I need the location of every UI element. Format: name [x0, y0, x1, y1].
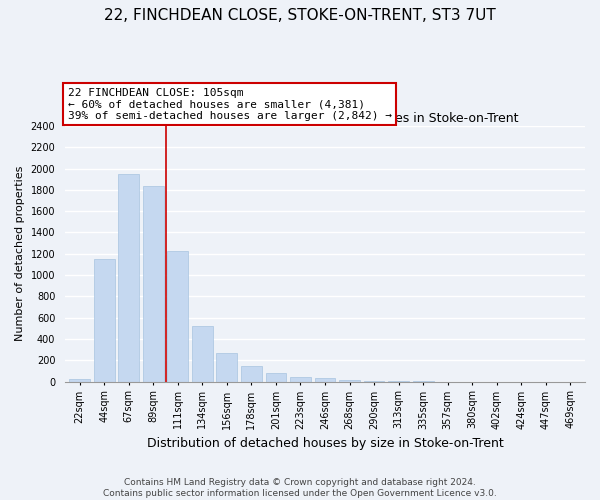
Bar — [314, 378, 335, 382]
Bar — [339, 380, 360, 382]
Text: 22 FINCHDEAN CLOSE: 105sqm
← 60% of detached houses are smaller (4,381)
39% of s: 22 FINCHDEAN CLOSE: 105sqm ← 60% of deta… — [68, 88, 392, 121]
Bar — [94, 258, 115, 382]
Bar — [241, 366, 262, 382]
X-axis label: Distribution of detached houses by size in Stoke-on-Trent: Distribution of detached houses by size … — [146, 437, 503, 450]
Bar — [217, 354, 238, 382]
Text: 22, FINCHDEAN CLOSE, STOKE-ON-TRENT, ST3 7UT: 22, FINCHDEAN CLOSE, STOKE-ON-TRENT, ST3… — [104, 8, 496, 22]
Bar — [266, 374, 286, 382]
Bar — [70, 379, 90, 382]
Bar — [118, 174, 139, 382]
Y-axis label: Number of detached properties: Number of detached properties — [15, 166, 25, 342]
Title: Size of property relative to detached houses in Stoke-on-Trent: Size of property relative to detached ho… — [131, 112, 519, 124]
Text: Contains HM Land Registry data © Crown copyright and database right 2024.
Contai: Contains HM Land Registry data © Crown c… — [103, 478, 497, 498]
Bar — [167, 250, 188, 382]
Bar — [364, 381, 385, 382]
Bar — [290, 376, 311, 382]
Bar — [143, 186, 164, 382]
Bar — [192, 326, 213, 382]
